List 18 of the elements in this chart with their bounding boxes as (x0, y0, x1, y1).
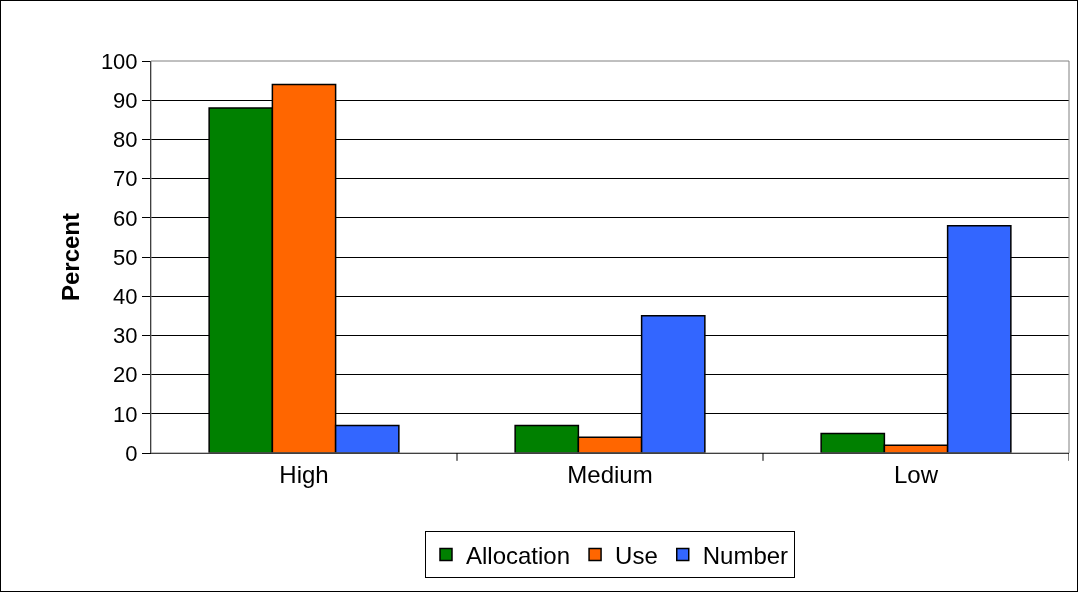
y-tick-label: 20 (113, 362, 138, 388)
y-tick-label: 40 (113, 283, 138, 309)
y-tick-label: 10 (113, 401, 138, 427)
x-tick-label: Low (893, 460, 939, 488)
y-axis-title: Percent (56, 212, 84, 302)
y-tick-label: 0 (125, 440, 138, 466)
y-tick-label: 30 (113, 323, 138, 349)
legend-label: Use (615, 541, 658, 569)
x-tick-label: Medium (567, 460, 653, 488)
y-tick-label: 80 (113, 127, 138, 153)
y-tick-label: 90 (113, 87, 138, 113)
y-tick-label: 70 (113, 166, 138, 192)
y-tick-label: 60 (113, 205, 138, 231)
legend-label: Allocation (466, 541, 571, 569)
y-tick-label: 100 (100, 48, 138, 74)
legend-label: Number (702, 541, 789, 569)
y-tick-label: 50 (113, 244, 138, 270)
x-tick-label: High (279, 460, 329, 488)
